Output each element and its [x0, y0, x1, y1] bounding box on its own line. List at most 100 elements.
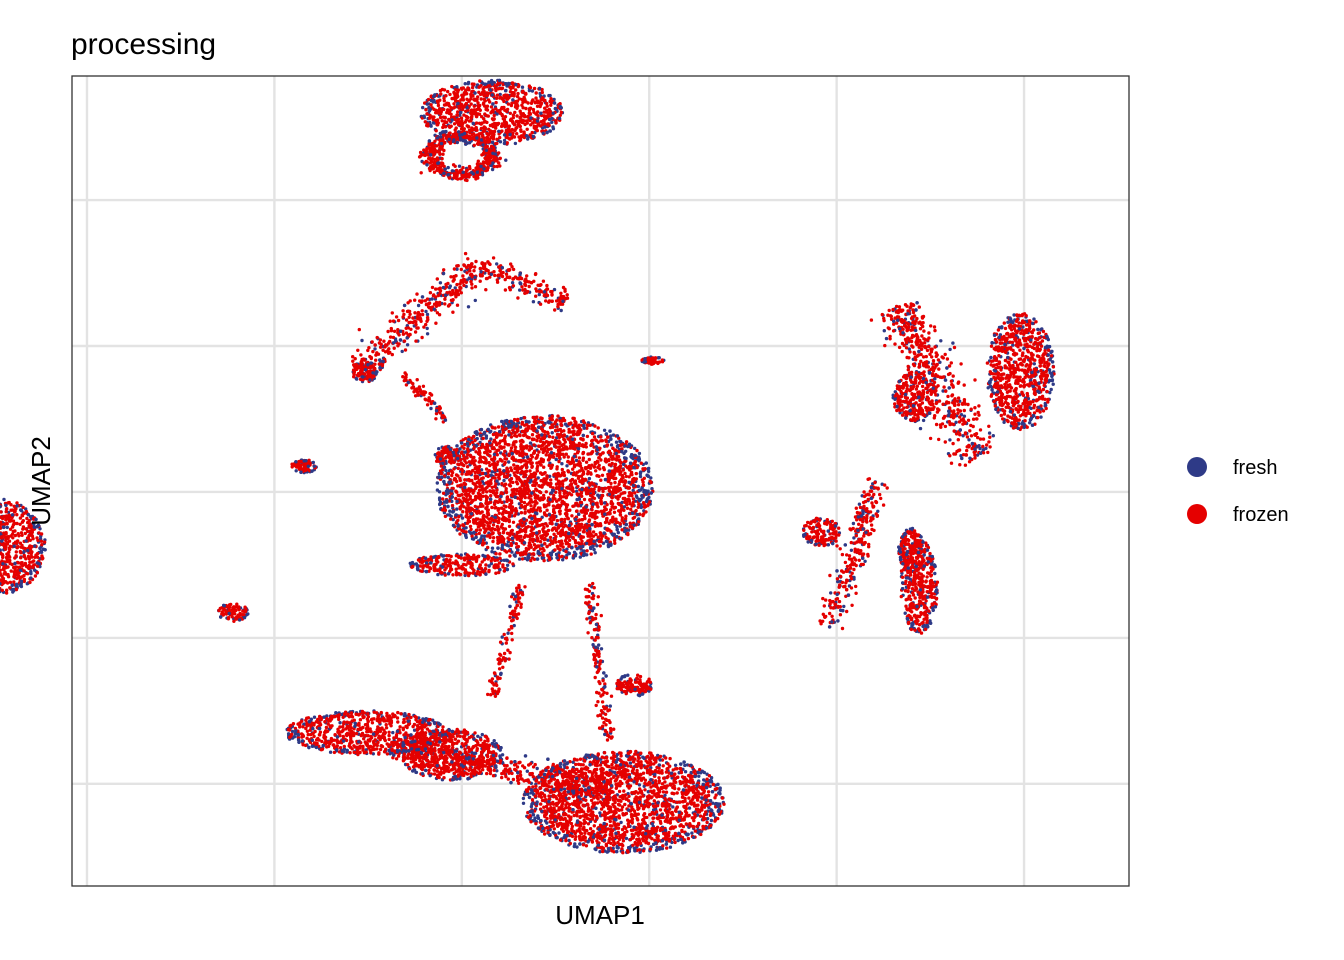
data-point [1036, 327, 1040, 332]
data-point [513, 275, 518, 279]
data-point [486, 156, 490, 160]
data-point [654, 848, 659, 852]
data-point [386, 349, 390, 353]
data-point [312, 715, 317, 719]
data-point [575, 845, 579, 849]
data-point [673, 763, 678, 767]
data-point [425, 326, 429, 331]
data-point [429, 159, 434, 164]
data-point [933, 571, 937, 576]
data-point [507, 460, 511, 464]
data-point [452, 274, 456, 279]
data-point [506, 268, 510, 272]
data-point [463, 450, 467, 454]
data-point [539, 98, 543, 102]
data-point [671, 805, 675, 809]
data-point [489, 429, 493, 433]
data-point [403, 348, 408, 352]
data-point [633, 446, 637, 451]
data-point [392, 346, 396, 350]
data-point [458, 282, 462, 286]
data-point [989, 355, 993, 360]
data-point [523, 291, 527, 295]
data-point [373, 343, 377, 347]
data-point [461, 274, 465, 278]
data-point [634, 494, 639, 498]
data-point [532, 110, 536, 114]
data-point [384, 343, 388, 347]
data-point [527, 284, 531, 289]
data-point [504, 158, 508, 162]
data-point [561, 558, 565, 562]
data-point [420, 335, 424, 340]
data-point [467, 137, 472, 141]
data-point [495, 278, 499, 282]
data-point [987, 431, 992, 435]
data-point [474, 126, 478, 131]
data-point [474, 259, 478, 264]
data-point [483, 262, 487, 266]
data-point [434, 304, 439, 308]
data-point [608, 704, 612, 708]
data-point [506, 127, 511, 132]
data-point [438, 281, 443, 285]
data-point [478, 79, 482, 83]
data-point [428, 113, 432, 118]
data-point [415, 292, 419, 296]
data-point [472, 143, 476, 147]
data-point [430, 285, 435, 290]
data-point [492, 739, 496, 743]
data-point [521, 89, 525, 93]
data-point [478, 279, 482, 283]
data-point [425, 297, 430, 301]
data-point [414, 322, 418, 327]
data-point [513, 141, 518, 146]
data-point [494, 100, 498, 105]
data-point [452, 91, 456, 95]
data-point [427, 143, 431, 147]
data-point [465, 271, 469, 275]
data-point [413, 330, 418, 334]
data-point [378, 338, 383, 342]
data-point [550, 299, 554, 303]
data-point [457, 106, 461, 110]
data-point [521, 801, 526, 805]
data-point [433, 151, 437, 156]
data-point [481, 129, 485, 134]
data-point [456, 177, 460, 181]
data-point [328, 750, 333, 754]
data-point [609, 434, 613, 438]
data-point [428, 291, 433, 295]
data-point [431, 144, 435, 148]
data-point [470, 286, 474, 290]
data-point [508, 111, 512, 116]
data-point [378, 345, 383, 349]
data-point [494, 126, 498, 130]
data-point [557, 831, 561, 835]
data-point [408, 312, 412, 316]
data-point [451, 291, 455, 295]
data-point [624, 836, 629, 841]
data-point [550, 293, 554, 297]
data-point [434, 144, 439, 148]
data-point [447, 286, 452, 290]
data-point [1032, 317, 1036, 321]
data-point [369, 355, 373, 360]
data-point [545, 101, 549, 106]
data-point [842, 604, 846, 609]
data-point [444, 468, 448, 473]
data-point [558, 113, 562, 118]
data-point [438, 98, 442, 102]
data-point [524, 106, 528, 111]
data-point [504, 272, 509, 276]
data-point [829, 591, 833, 595]
data-point [534, 91, 538, 95]
data-point [508, 137, 512, 141]
data-point [478, 440, 482, 445]
data-point [402, 339, 407, 343]
data-point [407, 315, 411, 319]
data-point [466, 257, 470, 261]
data-point [382, 339, 386, 343]
data-point [438, 107, 442, 111]
data-point [500, 122, 504, 126]
